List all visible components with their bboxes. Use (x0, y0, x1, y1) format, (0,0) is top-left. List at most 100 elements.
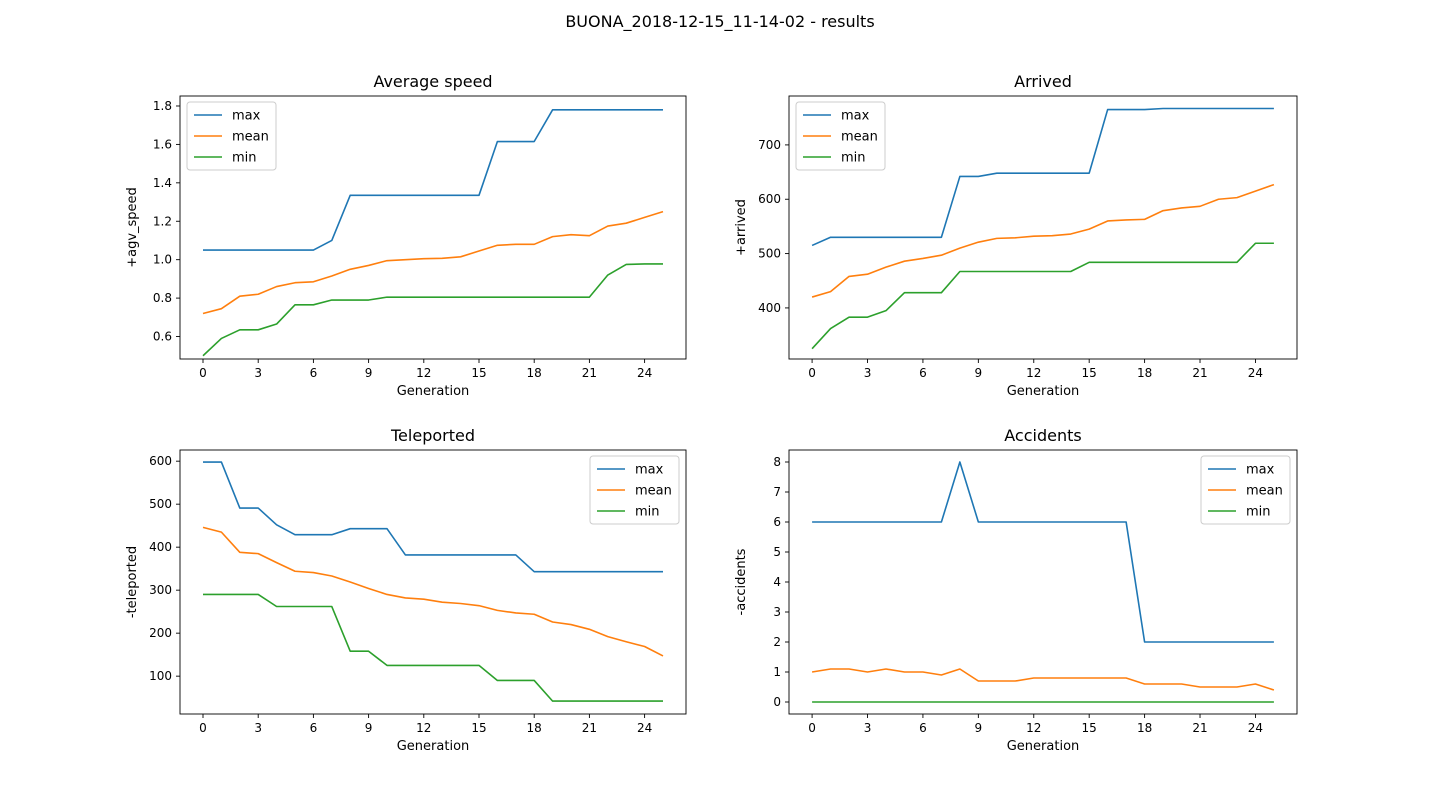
y-tick-label: 1.2 (153, 214, 172, 228)
legend-label-min: min (635, 505, 660, 520)
chart-0: 0 3 6 9 12 15 18 21 24 0.6 0.8 1.0 1.2 1.4 1.6 1.8 Avera… (125, 72, 687, 399)
chart-1: 0 3 6 9 12 15 18 21 24 400 500 600 700 Arrived Generat… (734, 72, 1298, 399)
x-tick-label: 21 (1192, 366, 1207, 380)
x-tick-label: 6 (310, 721, 318, 735)
legend: max mean min (186, 101, 277, 171)
y-tick-label: 1.8 (153, 99, 172, 113)
legend: max mean min (1200, 455, 1291, 525)
y-axis-label: +arrived (734, 199, 749, 256)
y-tick-label: 400 (758, 301, 781, 315)
series-line-min (202, 263, 663, 357)
x-tick-label: 21 (582, 721, 597, 735)
plot-frame (179, 95, 687, 360)
y-tick-label: 300 (149, 583, 172, 597)
y-tick-label: 0.8 (153, 291, 172, 305)
series-line-mean (811, 183, 1275, 298)
y-tick-label: 200 (149, 626, 172, 640)
x-tick-label: 15 (1082, 366, 1097, 380)
x-tick-label: 0 (808, 721, 816, 735)
x-axis-label: Generation (1007, 739, 1080, 754)
x-tick-label: 21 (1192, 721, 1207, 735)
y-tick-label: 1 (773, 665, 781, 679)
x-tick-label: 3 (254, 366, 262, 380)
x-tick-label: 18 (527, 721, 542, 735)
x-tick-label: 9 (975, 721, 983, 735)
x-axis-label: Generation (397, 384, 470, 399)
x-tick-label: 0 (199, 721, 207, 735)
series-line-max (811, 107, 1274, 247)
y-tick-label: 6 (773, 515, 781, 529)
chart-title: Average speed (373, 72, 492, 91)
legend-label-max: max (841, 109, 870, 124)
series-line-mean (202, 526, 664, 657)
legend-box (186, 101, 277, 171)
chart-title: Arrived (1014, 72, 1072, 91)
x-tick-label: 6 (919, 721, 927, 735)
legend-label-max: max (635, 463, 664, 478)
legend: max mean min (795, 101, 886, 171)
y-axis-label: -teleported (125, 546, 140, 618)
y-tick-label: 3 (773, 605, 781, 619)
y-tick-label: 0 (773, 695, 781, 709)
y-tick-label: 600 (758, 192, 781, 206)
x-tick-label: 15 (1082, 721, 1097, 735)
legend-box (1200, 455, 1291, 525)
x-tick-label: 0 (808, 366, 816, 380)
legend-box (589, 455, 680, 525)
chart-2: 0 3 6 9 12 15 18 21 24 100 200 300 400 500 600 Teleport… (125, 426, 687, 754)
y-tick-label: 7 (773, 485, 781, 499)
legend-label-max: max (232, 109, 261, 124)
legend-label-min: min (232, 151, 257, 166)
series-line-min (203, 593, 663, 702)
y-tick-label: 500 (758, 247, 781, 261)
x-tick-label: 24 (1248, 721, 1263, 735)
series-line-mean (202, 210, 664, 315)
y-axis-label: -accidents (734, 548, 749, 615)
x-tick-label: 6 (310, 366, 318, 380)
chart-3: 0 3 6 9 12 15 18 21 24012345678AccidentsGenerati… (734, 426, 1298, 754)
y-tick-label: 5 (773, 545, 781, 559)
x-tick-label: 21 (582, 366, 597, 380)
legend-label-mean: mean (1246, 484, 1283, 499)
x-tick-label: 3 (864, 721, 872, 735)
series-line-max (203, 461, 663, 573)
x-tick-label: 24 (1248, 366, 1263, 380)
x-tick-label: 3 (254, 721, 262, 735)
x-tick-label: 24 (637, 366, 652, 380)
legend-label-mean: mean (232, 130, 269, 145)
x-tick-label: 15 (471, 366, 486, 380)
plot-frame (788, 95, 1298, 360)
x-tick-label: 9 (365, 721, 373, 735)
x-axis-label: Generation (1007, 384, 1080, 399)
y-tick-label: 1.6 (153, 137, 172, 151)
x-tick-label: 9 (975, 366, 983, 380)
legend-box (795, 101, 886, 171)
legend-label-min: min (1246, 505, 1271, 520)
x-tick-label: 12 (416, 366, 431, 380)
chart-title: Teleported (390, 426, 475, 445)
series-line-mean (811, 668, 1275, 691)
y-tick-label: 4 (773, 575, 781, 589)
y-tick-label: 8 (773, 455, 781, 469)
figure-title: BUONA_2018-12-15_11-14-02 - results (565, 12, 875, 31)
plot-frame (179, 449, 687, 715)
legend-label-max: max (1246, 463, 1275, 478)
legend-label-min: min (841, 151, 866, 166)
x-tick-label: 6 (919, 366, 927, 380)
y-axis-label: +agv_speed (125, 187, 140, 268)
x-tick-label: 18 (527, 366, 542, 380)
y-tick-label: 100 (149, 669, 172, 683)
series-line-max (812, 461, 1274, 643)
x-tick-label: 9 (365, 366, 373, 380)
legend: max mean min (589, 455, 680, 525)
legend-label-mean: mean (635, 484, 672, 499)
x-tick-label: 12 (1026, 366, 1041, 380)
legend-label-mean: mean (841, 130, 878, 145)
x-tick-label: 24 (637, 721, 652, 735)
y-tick-label: 700 (758, 138, 781, 152)
x-tick-label: 18 (1137, 721, 1152, 735)
y-tick-label: 0.6 (153, 330, 172, 344)
y-tick-label: 400 (149, 540, 172, 554)
series-line-min (811, 242, 1274, 350)
